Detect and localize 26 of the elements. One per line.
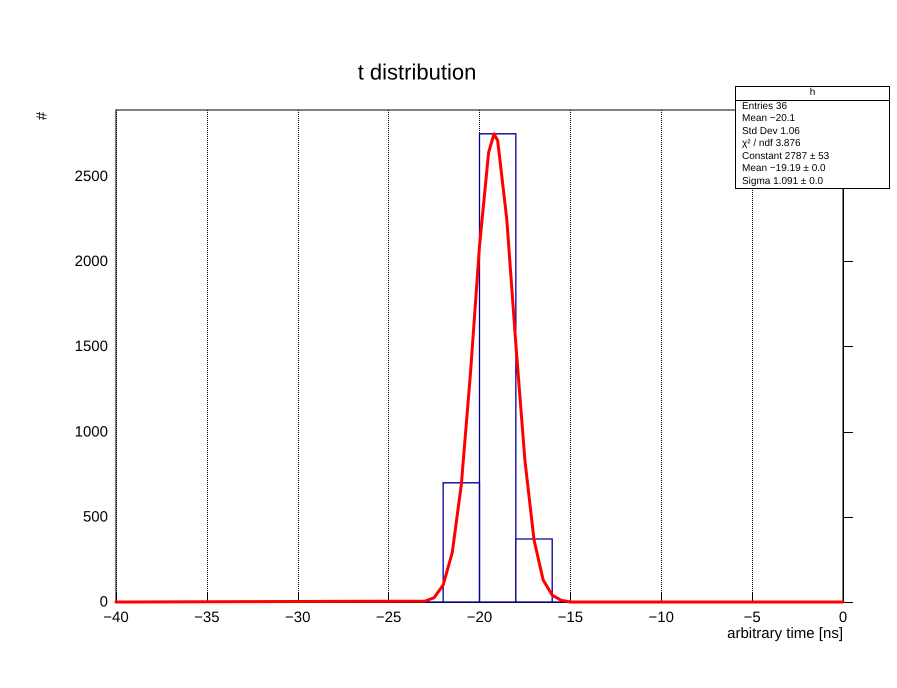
annotation: Mean −19.19 ± 0.0 [741, 163, 827, 176]
x-tick-label: −5 [744, 609, 761, 626]
annotation: Mean −20.1 [741, 113, 796, 126]
text: h [810, 87, 816, 98]
x-tick-label: −35 [194, 609, 220, 626]
y-tick-label: 1000 [74, 423, 108, 440]
annotation: Entries 36 [741, 100, 788, 113]
y-tick-label: 2000 [74, 253, 108, 270]
annotation: Sigma 1.091 ± 0.0 [741, 176, 824, 188]
x-tick-label: −40 [103, 609, 129, 626]
x-axis-title: arbitrary time [ns] [727, 625, 843, 642]
x-tick-label: −30 [285, 609, 310, 626]
x-tick-label: −20 [466, 609, 492, 626]
x-tick-label: −15 [558, 609, 584, 626]
annotation: Constant 2787 ± 53 [741, 150, 830, 163]
x-tick-label: 0 [838, 609, 848, 626]
y-axis-title: # [34, 111, 50, 120]
y-tick-label: 0 [100, 594, 108, 610]
annotation: Std Dev 1.06 [741, 126, 801, 138]
y-tick-label: 1500 [74, 338, 108, 356]
x-tick-label: −10 [648, 609, 674, 626]
y-tick-label: 500 [82, 508, 108, 526]
y-tick-label: 2500 [74, 168, 108, 185]
chart-title: t distribution [358, 60, 476, 84]
x-tick-label: −25 [376, 609, 402, 626]
annotation: χ² / ndf 3.876 [741, 138, 802, 150]
